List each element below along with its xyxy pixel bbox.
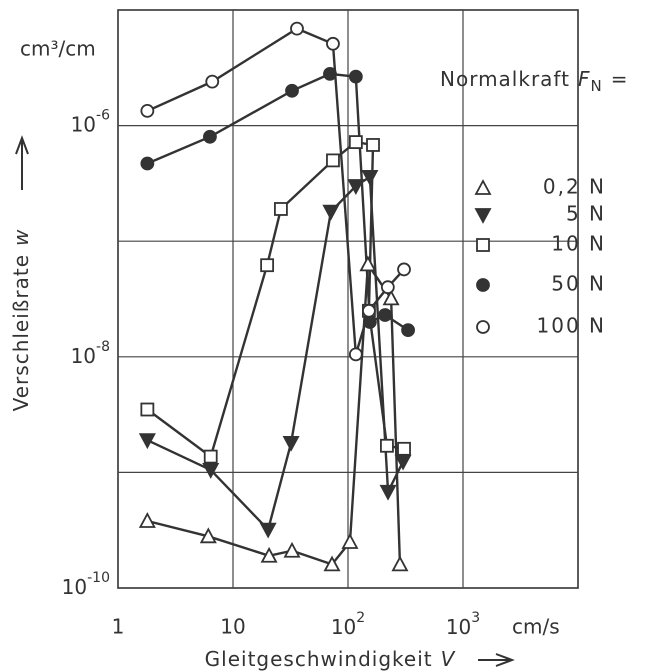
data-point xyxy=(362,303,376,318)
y-tick-base: 10 xyxy=(71,343,96,367)
legend-marker xyxy=(474,179,492,195)
y-tick-base: 10 xyxy=(62,575,87,599)
x-axis-label: Gleitgeschwindigkeit V xyxy=(205,647,456,671)
data-point xyxy=(397,441,411,456)
x-tick-label: 103 xyxy=(446,610,480,639)
x-tick-exponent: 3 xyxy=(471,610,480,626)
y-axis-arrow xyxy=(15,135,29,190)
y-tick-exponent: -8 xyxy=(96,339,110,355)
data-point xyxy=(362,315,377,329)
data-point xyxy=(366,138,380,152)
data-point xyxy=(282,435,300,452)
x-tick-label: 102 xyxy=(331,610,365,639)
x-tick-label: 10 xyxy=(220,615,245,639)
data-point xyxy=(380,280,395,295)
data-point xyxy=(380,438,394,453)
data-point xyxy=(260,546,278,563)
y-axis-label: Verschleißrate w xyxy=(9,229,33,412)
x-tick-base: 10 xyxy=(446,615,471,639)
data-point xyxy=(348,69,363,84)
x-tick-exponent: 2 xyxy=(356,610,365,626)
data-point xyxy=(341,533,359,549)
data-point xyxy=(140,104,155,118)
data-point xyxy=(378,308,392,322)
data-point xyxy=(140,402,155,417)
data-point xyxy=(140,156,155,171)
legend-title-text: Normalkraft xyxy=(440,67,570,91)
series-line xyxy=(146,140,405,459)
data-point xyxy=(326,36,340,51)
legend-label: 0,2 N xyxy=(543,175,606,199)
data-point xyxy=(290,21,304,36)
y-label-symbol: w xyxy=(9,229,33,246)
data-point xyxy=(205,74,220,89)
data-point xyxy=(322,204,340,221)
data-point xyxy=(138,433,156,450)
x-label-symbol: V xyxy=(441,647,456,671)
x-unit: cm/s xyxy=(512,615,560,639)
legend-title-suffix: = xyxy=(611,67,629,91)
data-point xyxy=(401,323,415,338)
legend-label: 50 N xyxy=(551,272,606,296)
legend-marker xyxy=(476,238,490,252)
legend-label: 100 N xyxy=(537,314,607,338)
data-point xyxy=(348,135,363,149)
y-unit: cm³/cm xyxy=(20,37,96,61)
y-tick-label: 10-10 xyxy=(62,570,110,599)
data-point xyxy=(397,262,411,277)
x-label-text: Gleitgeschwindigkeit xyxy=(205,647,433,671)
data-point xyxy=(138,512,156,528)
data-point xyxy=(326,153,340,168)
data-point xyxy=(391,555,409,572)
legend-marker xyxy=(476,278,490,292)
data-point xyxy=(203,449,218,464)
data-point xyxy=(285,83,299,98)
data-point xyxy=(323,67,337,81)
y-tick-exponent: -6 xyxy=(96,108,110,124)
x-axis-arrow xyxy=(478,653,515,667)
data-point xyxy=(361,169,379,186)
legend-title: Normalkraft FN = xyxy=(440,67,628,95)
data-point xyxy=(203,129,217,144)
data-point xyxy=(323,555,341,572)
y-tick-exponent: -10 xyxy=(87,570,110,586)
legend-symbol-sub: N xyxy=(590,77,602,95)
data-point xyxy=(260,258,275,273)
y-label-text: Verschleißrate xyxy=(9,254,33,411)
x-tick-label: 1 xyxy=(112,615,125,639)
data-point xyxy=(382,289,400,306)
data-point xyxy=(348,347,363,362)
legend-marker xyxy=(476,320,490,334)
data-point xyxy=(202,463,220,479)
data-point xyxy=(274,202,288,216)
legend-label: 10 N xyxy=(551,232,606,256)
data-point xyxy=(379,484,397,501)
data-point xyxy=(359,255,377,272)
legend-symbol: F xyxy=(578,67,591,91)
y-tick-base: 10 xyxy=(71,112,96,136)
legend-marker xyxy=(474,208,492,224)
data-point xyxy=(394,454,412,471)
series-line xyxy=(146,72,409,332)
data-point xyxy=(283,541,301,558)
legend-label: 5 N xyxy=(566,202,606,226)
y-tick-label: 10-6 xyxy=(71,108,111,137)
y-tick-label: 10-8 xyxy=(71,339,110,368)
data-point xyxy=(199,527,217,544)
x-tick-base: 10 xyxy=(331,615,356,639)
data-point xyxy=(259,522,277,539)
data-point xyxy=(347,179,365,195)
